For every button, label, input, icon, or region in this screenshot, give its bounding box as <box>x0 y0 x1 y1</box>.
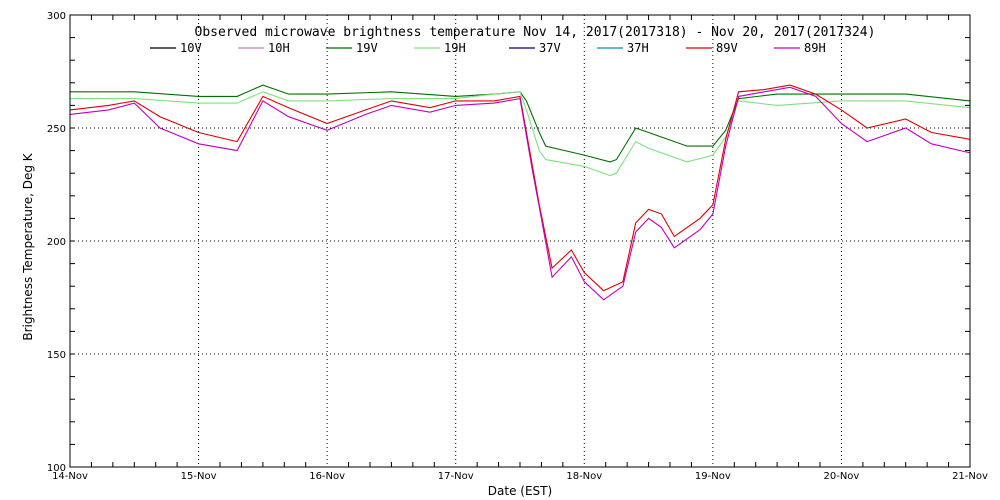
x-tick-label: 19-Nov <box>695 471 731 482</box>
data-series <box>69 84 971 301</box>
legend-label: 89V <box>716 41 738 55</box>
legend-label: 10H <box>268 41 290 55</box>
y-tick-label: 100 <box>47 463 66 474</box>
y-tick-label: 250 <box>47 124 66 135</box>
plot-frame <box>69 14 971 468</box>
series-line-89h <box>69 86 971 301</box>
grid-lines <box>70 15 970 467</box>
x-tick-label: 17-Nov <box>438 471 474 482</box>
x-axis-label: Date (EST) <box>488 484 552 498</box>
x-tick-label: 18-Nov <box>566 471 602 482</box>
x-tick-label: 16-Nov <box>309 471 345 482</box>
y-tick-label: 150 <box>47 350 66 361</box>
legend-label: 37V <box>539 41 561 55</box>
chart-title: Observed microwave brightness temperatur… <box>195 25 876 40</box>
x-tick-label: 20-Nov <box>823 471 859 482</box>
y-axis-label: Brightness Temperature, Deg K <box>21 152 35 340</box>
legend-label: 19V <box>356 41 378 55</box>
y-tick-label: 200 <box>47 237 66 248</box>
legend-label: 37H <box>627 41 649 55</box>
axis-ticks: 14-Nov 15-Nov 16-Nov 17-Nov 18-Nov 19-Nov 20-N… <box>47 11 988 482</box>
series-line-89v <box>69 84 971 292</box>
legend: 10V 10H 19V 19H 37V 37H 89V 89H <box>150 41 826 55</box>
legend-label: 89H <box>804 41 826 55</box>
legend-label: 10V <box>180 41 202 55</box>
y-tick-label: 300 <box>47 11 66 22</box>
legend-label: 19H <box>444 41 466 55</box>
x-tick-label: 14-Nov <box>52 471 88 482</box>
x-tick-label: 21-Nov <box>952 471 988 482</box>
x-tick-label: 15-Nov <box>181 471 217 482</box>
